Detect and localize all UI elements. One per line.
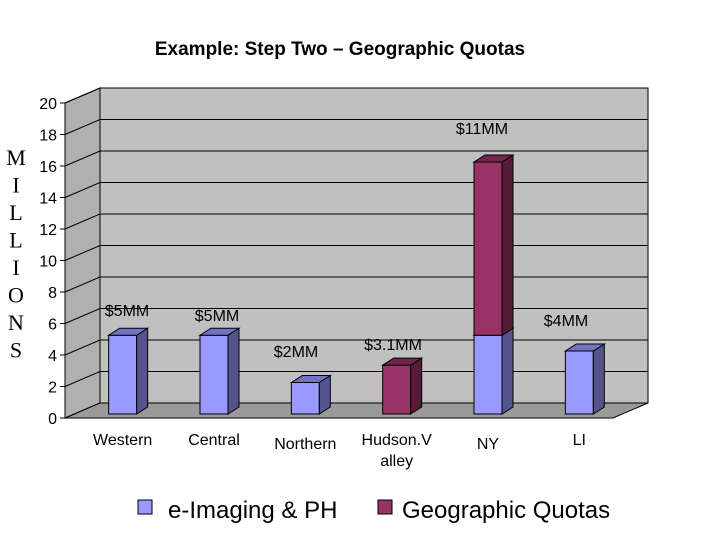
y-tick-label: 14: [39, 191, 57, 208]
category-labels: Western Central Northern Hudson.V alley NY LI: [93, 432, 586, 470]
data-label: $2MM: [274, 344, 318, 361]
chart-title: Example: Step Two – Geographic Quotas: [155, 39, 525, 60]
y-tick-label: 0: [48, 411, 57, 428]
gridline: [64, 150, 648, 167]
y-tick-label: 16: [39, 159, 57, 176]
data-label: $5MM: [105, 303, 149, 320]
gridline: [64, 182, 648, 198]
bar-side: [136, 327, 149, 415]
y-tick-label: 18: [39, 128, 57, 145]
gridline: [64, 308, 648, 324]
legend-swatch: [377, 499, 393, 515]
bar-side: [592, 343, 605, 415]
category-label: NY: [477, 436, 500, 453]
bar-top: [380, 357, 424, 366]
bar-top: [563, 343, 607, 352]
bar-top: [289, 375, 333, 383]
bar-top: [106, 327, 150, 336]
legend-label: e-Imaging & PH: [168, 497, 337, 524]
bar-e-Imaging & PH: [289, 374, 333, 415]
bar-side: [501, 327, 514, 415]
y-axis-label-letter: L: [9, 228, 22, 253]
category-label: LI: [573, 432, 586, 449]
y-axis-label-letter: I: [12, 255, 19, 280]
bar-front: [473, 334, 503, 415]
y-tick-label: 8: [48, 285, 57, 302]
bar-front: [290, 382, 320, 415]
bars: [106, 154, 607, 415]
category-label: Central: [188, 432, 240, 449]
y-tick-label: 2: [48, 380, 57, 397]
gridline: [64, 245, 648, 261]
plot-area: [64, 87, 649, 419]
category-label: alley: [380, 453, 413, 470]
bar-top: [472, 154, 515, 163]
legend-swatch: [137, 499, 153, 515]
bar-front: [473, 161, 503, 336]
bar-Geographic Quotas: [472, 154, 515, 337]
y-axis-label-letter: S: [10, 338, 22, 363]
gridlines: [64, 87, 648, 387]
y-axis-label-letter: L: [9, 200, 22, 225]
data-labels: $5MM $5MM $2MM $3.1MM $11MM $4MM: [105, 121, 588, 361]
gridline: [64, 87, 648, 104]
bar-e-Imaging & PH: [563, 343, 607, 415]
data-label: $11MM: [456, 121, 508, 138]
category-label: Northern: [274, 436, 336, 453]
bar-e-Imaging & PH: [106, 327, 150, 415]
y-axis-label-letter: M: [6, 145, 26, 170]
gridline: [64, 371, 648, 387]
y-axis-label-letter: N: [8, 310, 24, 335]
y-tick-label: 12: [39, 222, 57, 239]
gridline: [64, 276, 648, 293]
bar-e-Imaging & PH: [472, 327, 515, 415]
y-axis-ticks: 0 2 4 6 8 10 12 14 16 18 20: [39, 96, 66, 428]
data-label: $4MM: [544, 313, 588, 330]
category-label: Western: [93, 432, 152, 449]
gridline: [64, 213, 648, 230]
bar-front: [108, 334, 138, 415]
y-axis-label-letter: I: [12, 173, 19, 198]
bar-Geographic Quotas: [380, 357, 424, 415]
y-tick-label: 20: [39, 96, 57, 113]
bar-side: [410, 357, 423, 415]
y-tick-label: 6: [48, 317, 57, 334]
gridline: [64, 339, 648, 356]
gridline: [64, 119, 648, 135]
bar-front: [199, 334, 229, 415]
bar-e-Imaging & PH: [198, 327, 241, 415]
y-tick-label: 4: [48, 348, 57, 365]
data-label: $5MM: [195, 308, 239, 325]
bar-top: [198, 327, 241, 336]
bar-side: [227, 327, 240, 415]
legend-label: Geographic Quotas: [402, 497, 610, 524]
floor: [64, 402, 649, 419]
bar-front: [564, 350, 594, 415]
data-label: $3.1MM: [364, 337, 422, 354]
category-label: Hudson.V: [362, 432, 433, 449]
bar-side: [501, 154, 514, 337]
y-tick-label: 10: [39, 254, 57, 271]
bar-front: [382, 364, 412, 415]
legend: e-Imaging & PH Geographic Quotas: [137, 497, 610, 524]
y-axis-label-letter: O: [8, 283, 24, 308]
